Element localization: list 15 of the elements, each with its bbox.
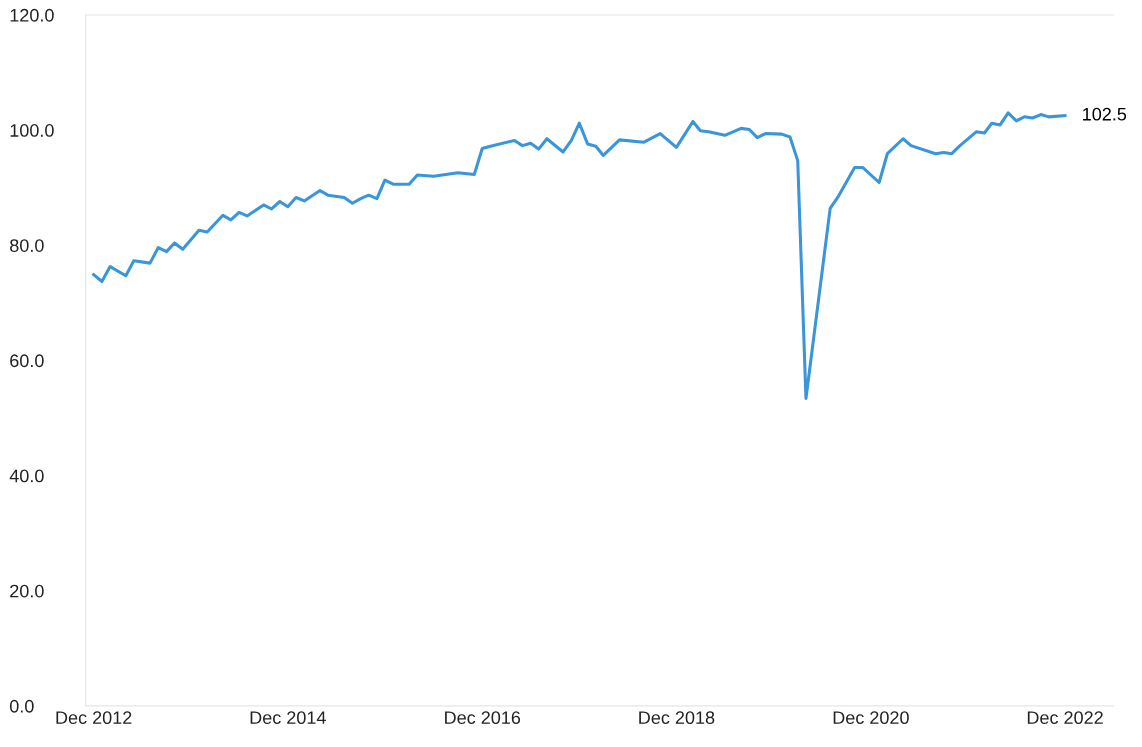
- y-tick-label: 80.0: [10, 239, 44, 252]
- line-series: [92, 111, 1067, 400]
- x-tick-label: Dec 2018: [639, 711, 715, 725]
- annotation: 102.5: [1083, 107, 1127, 121]
- y-tick-label: 40.0: [9, 469, 44, 483]
- x-tick-label: Dec 2016: [445, 711, 521, 725]
- y-tick-label: 0.0: [9, 699, 34, 713]
- y-tick-label: 120.0: [10, 8, 54, 22]
- x-tick-label: Dec 2014: [250, 711, 326, 725]
- y-tick-label: 60.0: [10, 354, 44, 368]
- y-tick-label: 100.0: [10, 124, 54, 137]
- x-tick-label: Dec 2012: [56, 711, 132, 725]
- x-tick-label: Dec 2022: [1027, 711, 1103, 725]
- x-tick-label: Dec 2020: [833, 711, 909, 725]
- y-tick-label: 20.0: [10, 584, 44, 598]
